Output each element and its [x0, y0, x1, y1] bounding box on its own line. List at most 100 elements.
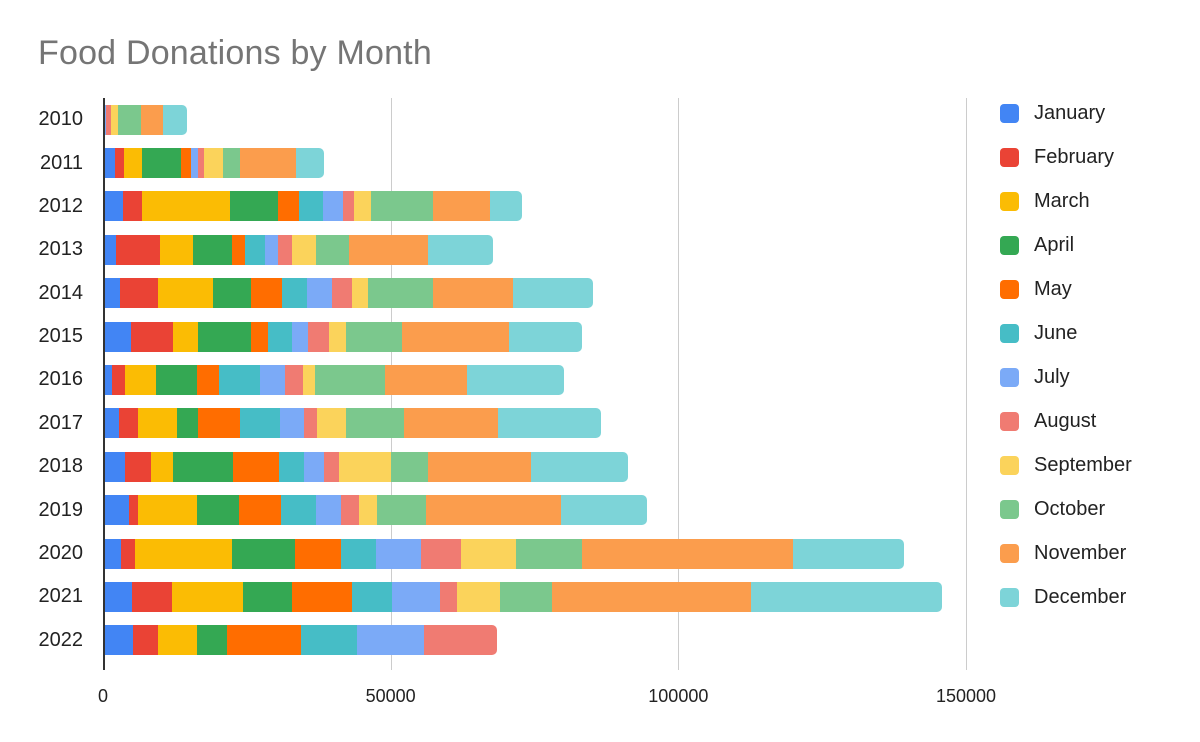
bar-segment-2016-june[interactable] — [218, 364, 261, 395]
bar-segment-2022-july[interactable] — [357, 625, 424, 656]
legend-item-june[interactable]: June — [1000, 321, 1132, 345]
bar-segment-2020-september[interactable] — [461, 538, 517, 569]
bar-segment-2018-november[interactable] — [428, 451, 531, 482]
bar-segment-2012-january[interactable] — [103, 191, 123, 222]
bar-segment-2011-april[interactable] — [142, 148, 182, 179]
bar-segment-2014-january[interactable] — [103, 278, 121, 309]
bar-segment-2011-september[interactable] — [204, 148, 223, 179]
bar-segment-2013-april[interactable] — [193, 234, 233, 265]
bar-segment-2016-july[interactable] — [260, 364, 286, 395]
bar-segment-2021-june[interactable] — [352, 581, 392, 612]
legend-item-september[interactable]: September — [1000, 453, 1132, 477]
bar-segment-2021-february[interactable] — [132, 581, 173, 612]
bar-segment-2018-august[interactable] — [323, 451, 340, 482]
bar-segment-2015-march[interactable] — [172, 321, 198, 352]
bar-segment-2012-december[interactable] — [490, 191, 522, 222]
bar-segment-2015-august[interactable] — [307, 321, 330, 352]
bar-segment-2021-january[interactable] — [103, 581, 133, 612]
bar-segment-2019-february[interactable] — [128, 495, 138, 526]
bar-segment-2012-march[interactable] — [142, 191, 231, 222]
bar-segment-2019-september[interactable] — [358, 495, 378, 526]
bar-segment-2019-august[interactable] — [340, 495, 359, 526]
bar-segment-2011-february[interactable] — [115, 148, 124, 179]
legend-item-november[interactable]: November — [1000, 541, 1132, 565]
bar-segment-2010-september[interactable] — [111, 104, 118, 135]
bar-segment-2018-may[interactable] — [233, 451, 280, 482]
bar-segment-2014-may[interactable] — [251, 278, 283, 309]
bar-segment-2013-may[interactable] — [232, 234, 246, 265]
bar-segment-2020-november[interactable] — [581, 538, 794, 569]
bar-segment-2012-june[interactable] — [299, 191, 324, 222]
bar-segment-2014-october[interactable] — [368, 278, 434, 309]
bar-segment-2011-august[interactable] — [198, 148, 205, 179]
legend-item-february[interactable]: February — [1000, 145, 1132, 169]
bar-segment-2020-december[interactable] — [793, 538, 905, 569]
bar-segment-2020-july[interactable] — [376, 538, 421, 569]
bar-segment-2013-june[interactable] — [245, 234, 266, 265]
bar-segment-2015-february[interactable] — [131, 321, 173, 352]
bar-segment-2022-march[interactable] — [157, 625, 198, 656]
bar-segment-2021-september[interactable] — [457, 581, 500, 612]
legend-item-april[interactable]: April — [1000, 233, 1132, 257]
bar-segment-2013-january[interactable] — [103, 234, 117, 265]
bar-segment-2021-april[interactable] — [243, 581, 292, 612]
bar-segment-2011-january[interactable] — [103, 148, 116, 179]
bar-segment-2021-may[interactable] — [291, 581, 353, 612]
bar-segment-2014-november[interactable] — [433, 278, 514, 309]
bar-segment-2018-february[interactable] — [125, 451, 151, 482]
bar-segment-2018-june[interactable] — [279, 451, 305, 482]
bar-segment-2016-september[interactable] — [302, 364, 315, 395]
bar-segment-2010-november[interactable] — [140, 104, 163, 135]
bar-segment-2015-november[interactable] — [402, 321, 509, 352]
bar-segment-2020-october[interactable] — [516, 538, 582, 569]
bar-segment-2011-november[interactable] — [240, 148, 296, 179]
bar-segment-2017-september[interactable] — [316, 408, 347, 439]
bar-segment-2013-december[interactable] — [427, 234, 493, 265]
bar-segment-2016-august[interactable] — [285, 364, 303, 395]
legend-item-january[interactable]: January — [1000, 101, 1132, 125]
bar-segment-2014-december[interactable] — [513, 278, 594, 309]
bar-segment-2015-october[interactable] — [346, 321, 403, 352]
bar-segment-2016-december[interactable] — [466, 364, 564, 395]
bar-segment-2012-november[interactable] — [433, 191, 491, 222]
legend-item-may[interactable]: May — [1000, 277, 1132, 301]
bar-segment-2020-august[interactable] — [420, 538, 462, 569]
bar-segment-2017-october[interactable] — [346, 408, 404, 439]
bar-segment-2019-january[interactable] — [103, 495, 129, 526]
legend-item-march[interactable]: March — [1000, 189, 1132, 213]
bar-segment-2014-february[interactable] — [120, 278, 158, 309]
bar-segment-2013-july[interactable] — [265, 234, 279, 265]
bar-segment-2016-april[interactable] — [155, 364, 198, 395]
bar-segment-2020-february[interactable] — [121, 538, 135, 569]
bar-segment-2018-july[interactable] — [304, 451, 324, 482]
bar-segment-2018-april[interactable] — [173, 451, 234, 482]
bar-segment-2016-march[interactable] — [125, 364, 156, 395]
bar-segment-2017-march[interactable] — [137, 408, 178, 439]
bar-segment-2020-january[interactable] — [103, 538, 122, 569]
bar-segment-2013-november[interactable] — [349, 234, 428, 265]
bar-segment-2014-june[interactable] — [282, 278, 307, 309]
bar-segment-2012-july[interactable] — [323, 191, 344, 222]
bar-segment-2021-november[interactable] — [551, 581, 752, 612]
bar-segment-2018-october[interactable] — [390, 451, 429, 482]
bar-segment-2012-february[interactable] — [122, 191, 143, 222]
bar-segment-2014-july[interactable] — [306, 278, 332, 309]
bar-segment-2015-june[interactable] — [267, 321, 292, 352]
bar-segment-2010-august[interactable] — [105, 104, 112, 135]
bar-segment-2012-may[interactable] — [278, 191, 300, 222]
bar-segment-2013-october[interactable] — [315, 234, 350, 265]
bar-segment-2013-february[interactable] — [116, 234, 160, 265]
bar-segment-2016-february[interactable] — [112, 364, 126, 395]
bar-segment-2015-december[interactable] — [508, 321, 582, 352]
bar-segment-2019-november[interactable] — [425, 495, 561, 526]
legend-item-october[interactable]: October — [1000, 497, 1132, 521]
bar-segment-2015-may[interactable] — [251, 321, 268, 352]
bar-segment-2014-august[interactable] — [331, 278, 353, 309]
bar-segment-2022-january[interactable] — [103, 625, 134, 656]
bar-segment-2020-june[interactable] — [341, 538, 377, 569]
bar-segment-2018-september[interactable] — [339, 451, 391, 482]
bar-segment-2011-march[interactable] — [123, 148, 143, 179]
bar-segment-2021-october[interactable] — [499, 581, 552, 612]
bar-segment-2013-september[interactable] — [291, 234, 316, 265]
bar-segment-2022-august[interactable] — [423, 625, 498, 656]
